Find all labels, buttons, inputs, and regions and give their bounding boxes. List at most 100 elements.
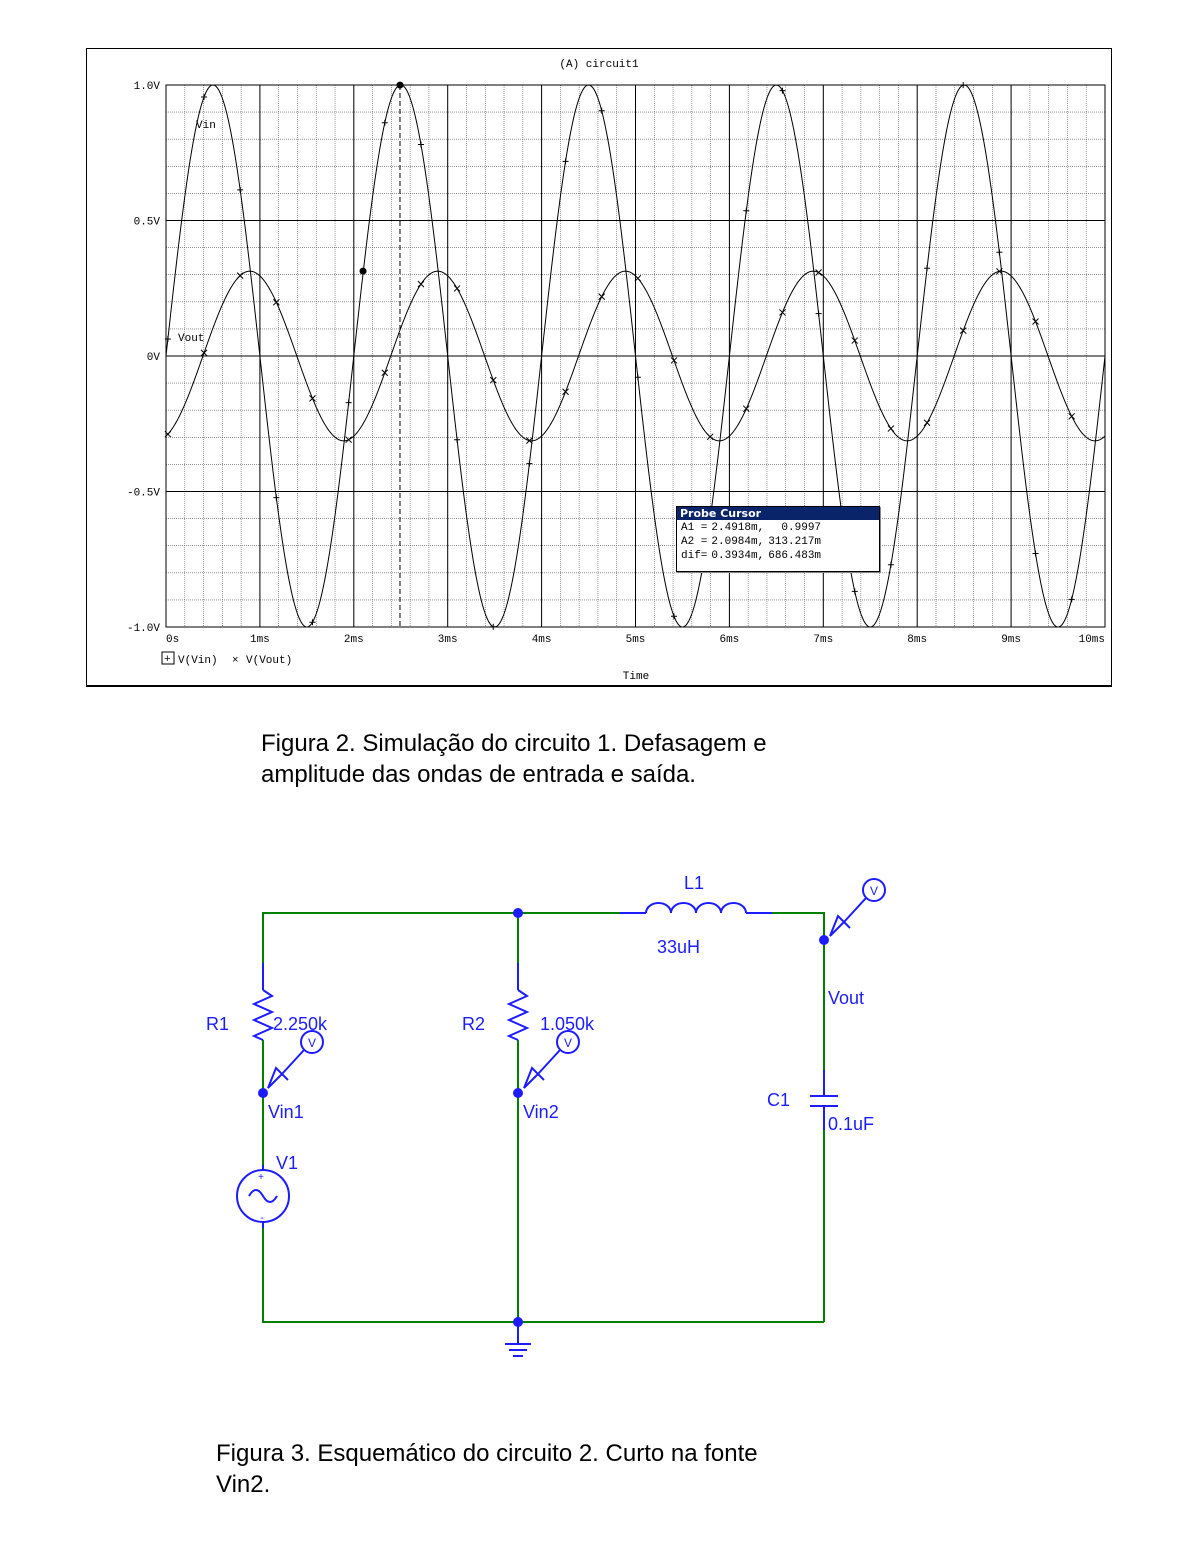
x-tick-label: 0s [166,634,179,646]
trace-marker-plus [164,335,171,342]
trace-marker-plus [743,207,750,214]
probe-a1-x: 2.4918m, [711,522,765,534]
figure-3-caption: Figura 3. Esquemático do circuito 2. Cur… [216,1438,758,1500]
trace-marker-plus [924,265,931,272]
cursor-a2-point [359,267,367,275]
junction-bottom [513,1317,523,1327]
x-tick-label: 10ms [1079,634,1105,646]
resistor-r1[interactable] [251,963,275,1041]
r2-name: R2 [462,1014,485,1034]
trace-marker-plus [273,494,280,501]
y-tick-label: 1.0V [134,81,161,93]
trace-marker-plus [634,374,641,381]
r2-value: 1.050k [540,1014,595,1034]
trace-marker-cross [309,395,316,402]
c1-value: 0.1uF [828,1114,874,1134]
trace-label-vout: Vout [178,333,204,345]
probe-row-a2: A2 = 2.0984m, 313.217m [679,535,823,549]
chart-title: (A) circuit1 [559,59,639,71]
trace-marker-cross [562,388,569,396]
simulation-plot-panel: 0s 1ms 2ms 3ms 4ms 5ms 6ms 7ms 8ms 9ms 10ms 1.0V 0.5… [86,48,1112,688]
trace-marker-plus [562,158,569,165]
trace-marker-cross [272,298,280,306]
ground-symbol [505,1322,531,1357]
trace-marker-plus [851,588,858,595]
voltage-probe-vin1[interactable] [267,1030,324,1089]
circuit-schematic: + - V V V R1 2.250k R2 1.050k L1 33uH C1… [206,873,886,1357]
trace-marker-cross [815,269,822,276]
v1-name: V1 [276,1153,298,1173]
trace-marker-cross [236,272,244,279]
trace-marker-plus [417,141,424,148]
probe-cursor-window[interactable]: Probe Cursor A1 = 2.4918m, 0.9997 A2 = 2… [676,506,880,572]
probe-a1-name: A1 = [681,522,708,534]
probe-a2-y: 313.217m [768,536,822,548]
trace-marker-plus [779,87,786,94]
probe-a2-name: A2 = [681,536,708,548]
trace-marker-plus [309,619,316,626]
junction-dots [258,908,829,1327]
voltage-probe-vout[interactable] [829,878,886,937]
trace-marker-plus [670,613,677,620]
y-tick-label: -1.0V [127,623,160,635]
trace-marker-cross [706,433,714,441]
trace-marker-plus [996,249,1003,256]
figure-3-caption-line-2: Vin2. [216,1471,271,1498]
resistor-r2[interactable] [506,963,530,1041]
cursor-a1-point [396,81,404,89]
x-tick-label: 6ms [719,634,739,646]
trace-label-vin: Vin [196,120,216,132]
x-tick-label: 5ms [626,634,646,646]
x-tick-label: 7ms [813,634,833,646]
legend-vin-marker-box[interactable] [161,651,175,665]
x-tick-label: 4ms [532,634,552,646]
probe-row-a1: A1 = 2.4918m, 0.9997 [679,521,823,535]
trace-marker-plus [815,310,822,317]
figure-2-caption: Figura 2. Simulação do circuito 1. Defas… [261,728,767,790]
net-label-vin1: Vin1 [268,1102,304,1122]
plot-frame [86,48,1112,687]
probe-a1-y: 0.9997 [781,522,822,534]
legend-vout-label[interactable]: V(Vout) [246,655,292,667]
trace-marker-plus [454,436,461,443]
legend-vin-label[interactable]: V(Vin) [178,655,218,667]
x-tick-label: 8ms [907,634,927,646]
junction-top [513,908,523,918]
probe-dif-name: dif= [681,550,708,562]
trace-marker-plus [345,399,352,406]
probe-a2-x: 2.0984m, [711,536,765,548]
node-vout-dot [819,935,829,945]
cursors [359,81,404,627]
net-label-vout: Vout [828,988,864,1008]
trace-marker-plus [201,93,208,100]
trace-marker-plus [887,561,894,568]
wire-top-right [748,912,825,1070]
r1-name: R1 [206,1014,229,1034]
l1-value: 33uH [657,937,700,957]
trace-marker-plus [960,82,967,89]
trace-marker-cross [1068,412,1076,420]
voltage-probe-vin2[interactable] [523,1030,580,1089]
probe-dif-y: 686.483m [768,550,822,562]
trace-marker-cross [345,436,352,444]
probe-circle-icon [300,1030,324,1054]
probe-dif-x: 0.3934m, [711,550,765,562]
legend-plus-icon: + [164,654,171,666]
inductor-l1[interactable] [620,902,772,914]
traces [164,82,1106,630]
probe-cursor-table: A1 = 2.4918m, 0.9997 A2 = 2.0984m, 313.2… [679,521,823,563]
figure-2-caption-line-1: Figura 2. Simulação do circuito 1. Defas… [261,730,767,757]
x-tick-label: 3ms [438,634,458,646]
probe-cursor-title[interactable]: Probe Cursor [677,507,879,520]
wire-bottom [262,1228,824,1323]
trace-marker-cross [742,405,750,413]
capacitor-c1[interactable] [810,1070,838,1130]
trace-marker-plus [598,107,605,114]
trace-marker-cross [381,369,389,377]
probe-vout-letter: V [870,884,878,898]
trace-marker-cross [453,285,461,292]
trace-marker-cross [634,274,642,282]
probe-circle-icon [556,1030,580,1054]
probe-row-dif: dif= 0.3934m, 686.483m [679,549,823,563]
voltage-source-v1[interactable] [236,1165,290,1228]
